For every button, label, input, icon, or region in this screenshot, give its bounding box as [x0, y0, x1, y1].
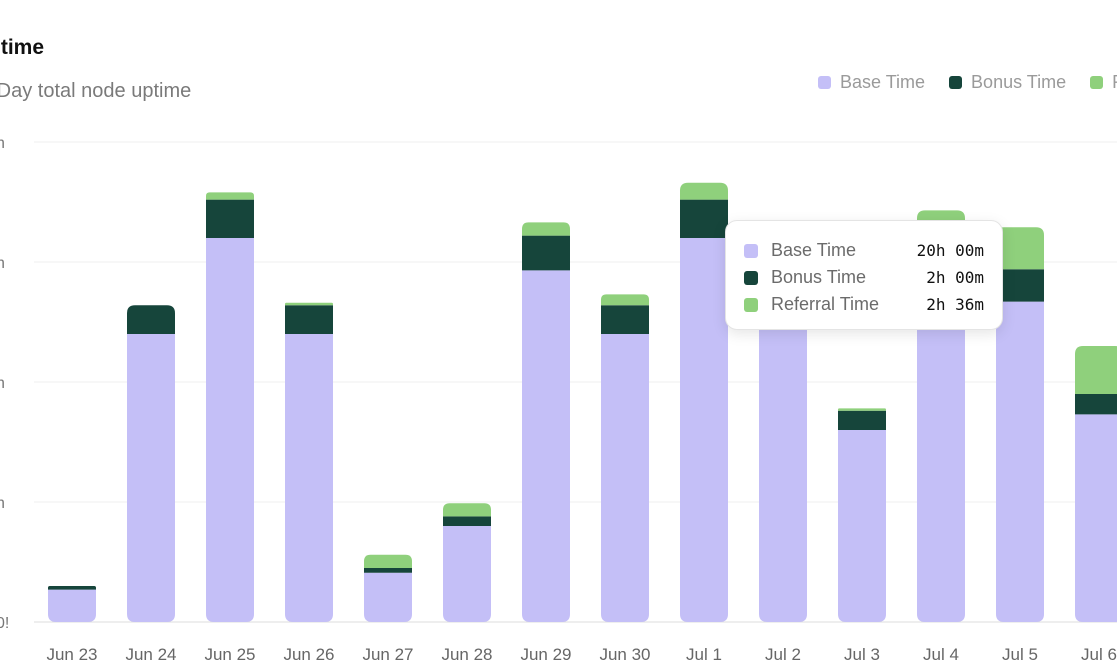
bar-bonus-jun-28[interactable] [443, 516, 491, 526]
y-tick-label-1: h [0, 495, 5, 512]
legend-label-base: Base Time [840, 72, 926, 92]
bar-referral-jul-1[interactable] [680, 182, 728, 200]
bar-bonus-jul-6[interactable] [1075, 394, 1117, 415]
bar-bonus-jun-27[interactable] [364, 568, 412, 573]
bar-base-jun-29[interactable] [522, 270, 570, 622]
bar-base-jul-5[interactable] [996, 301, 1044, 622]
x-tick-label-9: Jul 2 [765, 645, 801, 664]
bar-bonus-jun-24[interactable] [127, 305, 175, 334]
bar-base-jul-2[interactable] [759, 270, 807, 622]
chart-tooltip: Base Time 20h 00m Bonus Time 2h 00m Refe… [725, 220, 1003, 330]
x-tick-label-13: Jul 6 [1081, 645, 1117, 664]
bar-bonus-jun-23[interactable] [48, 586, 96, 590]
tooltip-label-referral: Referral Time [771, 294, 880, 314]
tooltip-swatch-bonus [744, 270, 758, 285]
tooltip-row-bonus: Bonus Time 2h 00m [744, 264, 984, 291]
x-tick-label-3: Jun 26 [283, 645, 334, 664]
bar-base-jun-25[interactable] [206, 238, 254, 622]
legend-item-referral[interactable]: R [1090, 72, 1117, 93]
legend-item-base[interactable]: Base Time [818, 72, 925, 93]
x-tick-label-8: Jul 1 [686, 645, 722, 664]
bar-bonus-jun-25[interactable] [206, 199, 254, 238]
tooltip-row-referral: Referral Time 2h 36m [744, 291, 984, 318]
x-tick-label-4: Jun 27 [362, 645, 413, 664]
bar-base-jun-30[interactable] [601, 334, 649, 622]
legend-swatch-bonus [949, 76, 963, 89]
tooltip-value-referral: 2h 36m [926, 295, 984, 314]
tooltip-swatch-base [744, 243, 758, 258]
x-tick-label-1: Jun 24 [125, 645, 176, 664]
chart-legend: Base Time Bonus Time R [818, 72, 1117, 93]
bar-base-jul-6[interactable] [1075, 414, 1117, 622]
bar-base-jul-1[interactable] [680, 238, 728, 622]
bar-bonus-jun-30[interactable] [601, 305, 649, 334]
bar-base-jul-4[interactable] [917, 270, 965, 622]
bar-referral-jun-25[interactable] [206, 192, 254, 200]
x-tick-label-7: Jun 30 [599, 645, 650, 664]
bar-base-jun-23[interactable] [48, 589, 96, 622]
x-tick-label-12: Jul 5 [1002, 645, 1038, 664]
tooltip-value-bonus: 2h 00m [926, 268, 984, 287]
tooltip-row-base: Base Time 20h 00m [744, 237, 984, 264]
bar-base-jun-28[interactable] [443, 526, 491, 622]
bar-bonus-jul-5[interactable] [996, 269, 1044, 302]
tooltip-swatch-referral [744, 297, 758, 312]
y-tick-label-0: 0! [0, 615, 9, 632]
bar-base-jun-27[interactable] [364, 572, 412, 622]
legend-swatch-referral [1090, 76, 1104, 89]
bar-referral-jul-5[interactable] [996, 227, 1044, 270]
bar-referral-jul-6[interactable] [1075, 346, 1117, 394]
legend-label-referral: R [1112, 72, 1117, 93]
legend-item-bonus[interactable]: Bonus Time [949, 72, 1066, 93]
y-tick-label-4: h [0, 135, 5, 152]
x-tick-label-11: Jul 4 [923, 645, 959, 664]
bar-bonus-jun-26[interactable] [285, 305, 333, 334]
x-tick-label-10: Jul 3 [844, 645, 880, 664]
bar-referral-jun-30[interactable] [601, 294, 649, 306]
tooltip-label-base: Base Time [771, 240, 857, 260]
tooltip-value-base: 20h 00m [916, 241, 984, 260]
bar-bonus-jun-29[interactable] [522, 235, 570, 271]
tooltip-label-bonus: Bonus Time [771, 267, 867, 287]
bar-referral-jun-29[interactable] [522, 222, 570, 236]
bar-bonus-jul-1[interactable] [680, 199, 728, 238]
bar-base-jul-3[interactable] [838, 430, 886, 622]
x-tick-label-2: Jun 25 [204, 645, 255, 664]
x-tick-label-5: Jun 28 [441, 645, 492, 664]
y-tick-label-3: h [0, 255, 5, 272]
bar-referral-jun-28[interactable] [443, 503, 491, 517]
bar-referral-jun-27[interactable] [364, 554, 412, 568]
bar-base-jun-24[interactable] [127, 334, 175, 622]
bar-referral-jun-26[interactable] [285, 302, 333, 306]
x-tick-label-6: Jun 29 [520, 645, 571, 664]
legend-swatch-base [818, 76, 831, 89]
bar-base-jun-26[interactable] [285, 334, 333, 622]
chart-title: ptime [0, 36, 45, 59]
y-tick-label-2: h [0, 375, 5, 392]
x-tick-label-0: Jun 23 [46, 645, 97, 664]
bar-referral-jul-3[interactable] [838, 408, 886, 411]
legend-label-bonus: Bonus Time [971, 72, 1067, 92]
chart-subtitle: -Day total node uptime [0, 80, 192, 102]
bar-bonus-jul-3[interactable] [838, 410, 886, 430]
